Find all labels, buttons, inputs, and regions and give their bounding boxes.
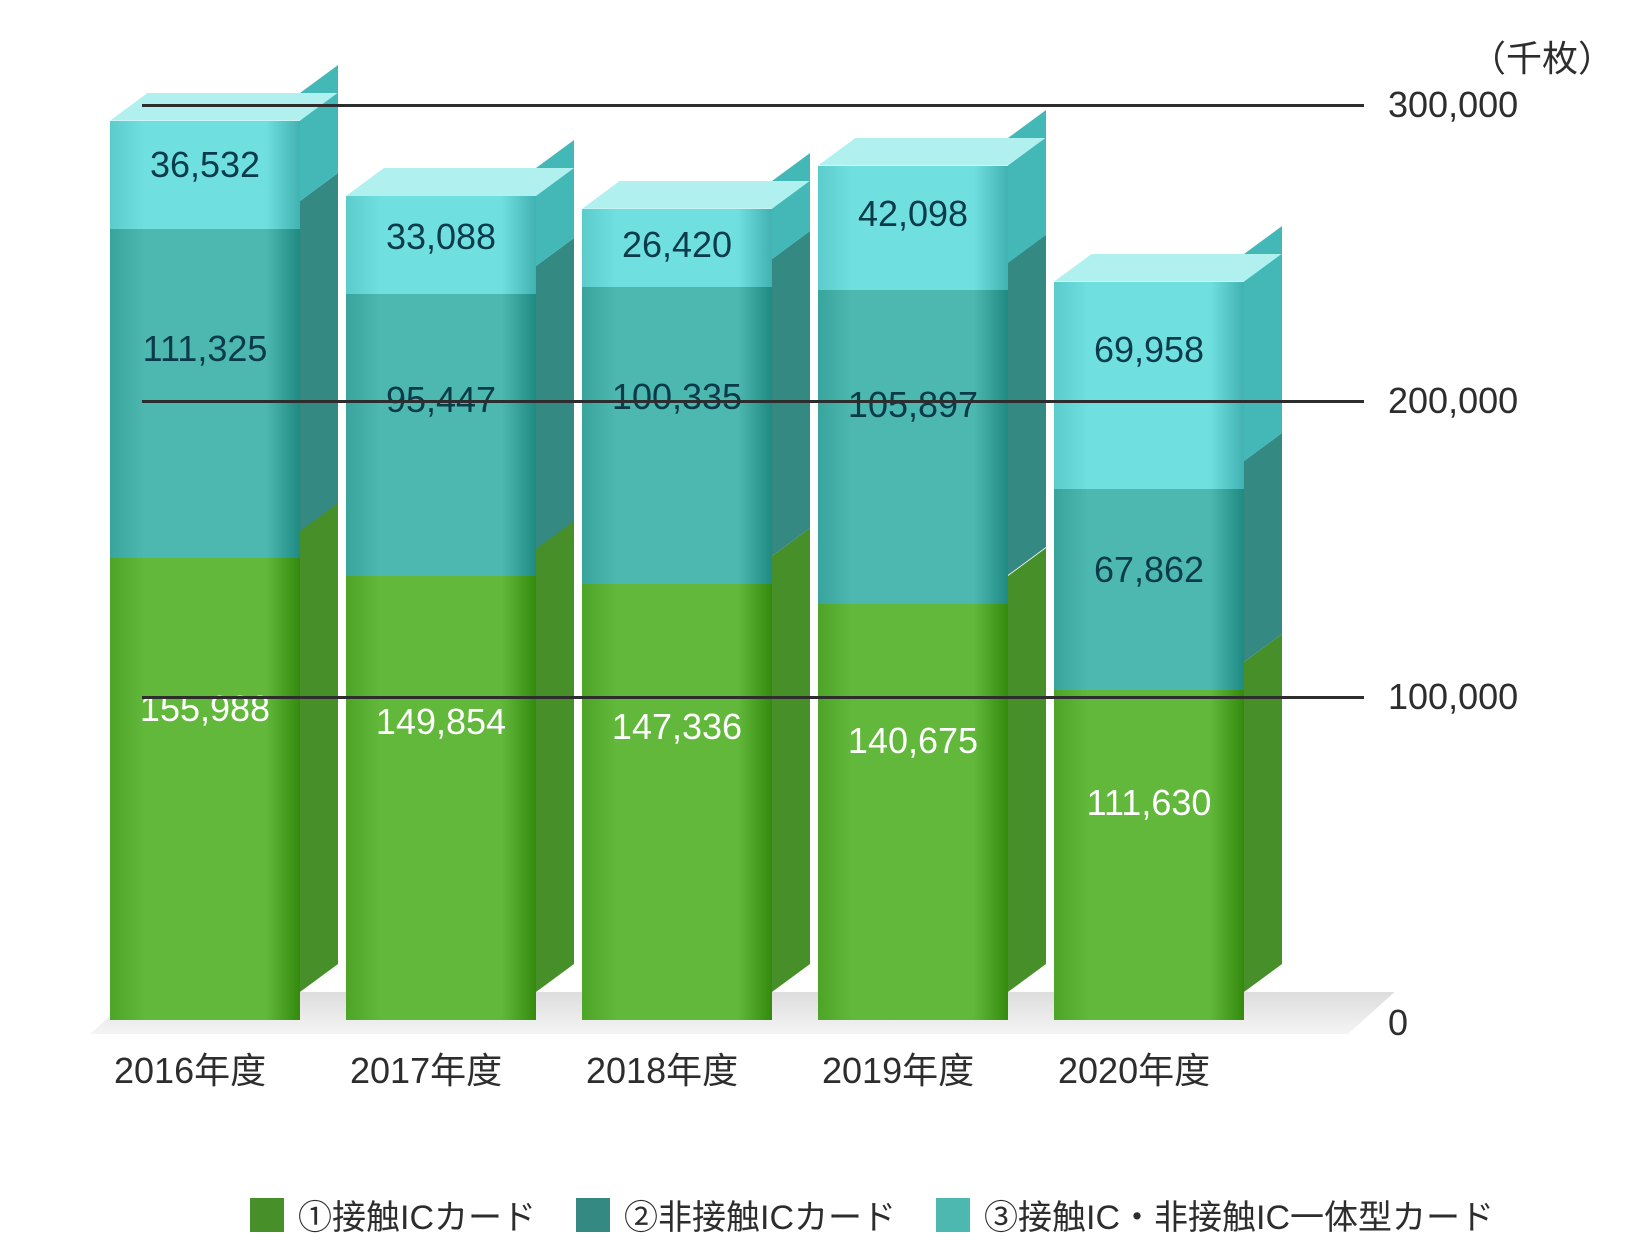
legend-swatch <box>250 1198 284 1232</box>
gridline-edge <box>1340 400 1364 403</box>
y-tick-label: 0 <box>1388 1002 1408 1044</box>
gridline <box>142 400 1342 403</box>
legend-item: ①接触ICカード <box>250 1190 536 1239</box>
bar-segment-value: 111,325 <box>143 328 268 370</box>
legend-label: ③接触IC・非接触IC一体型カード <box>984 1190 1494 1239</box>
x-category-label: 2017年度 <box>350 1042 502 1094</box>
bar-segment-front <box>818 604 1008 1020</box>
bar-segment-side <box>536 238 574 549</box>
bar-segment-side <box>772 231 810 556</box>
bar-segment-value: 100,335 <box>612 376 742 418</box>
bar-segment-value: 140,675 <box>848 720 978 762</box>
bar-segment-front <box>346 576 536 1020</box>
legend-item: ②非接触ICカード <box>576 1190 896 1239</box>
bar-segment-front <box>1054 690 1244 1020</box>
bar-segment-value: 149,854 <box>376 701 506 743</box>
gridline <box>142 104 1342 107</box>
y-tick-label: 300,000 <box>1388 84 1518 126</box>
bar-segment-front <box>818 290 1008 603</box>
bar-segment-top <box>582 181 810 209</box>
gridline <box>142 696 1342 699</box>
x-category-label: 2020年度 <box>1058 1042 1210 1094</box>
bar-segment-front <box>582 287 772 584</box>
bar-segment-side <box>1244 433 1282 662</box>
bar-segment-value: 36,532 <box>150 144 260 186</box>
bar-segment-front <box>110 229 300 559</box>
bar-segment-value: 155,988 <box>140 688 270 730</box>
bar-segment-top <box>818 138 1046 166</box>
x-category-label: 2018年度 <box>586 1042 738 1094</box>
legend-swatch <box>936 1198 970 1232</box>
gridline-edge <box>1340 696 1364 699</box>
y-tick-label: 100,000 <box>1388 676 1518 718</box>
bar-segment-side <box>772 528 810 992</box>
bar-segment-front <box>110 558 300 1020</box>
bar-segment-top <box>1054 254 1282 282</box>
bar-segment-front <box>346 294 536 577</box>
bar-segment-side <box>300 502 338 992</box>
bar-segment-value: 69,958 <box>1094 329 1204 371</box>
legend-label: ①接触ICカード <box>298 1190 536 1239</box>
legend-item: ③接触IC・非接触IC一体型カード <box>936 1190 1494 1239</box>
bar-segment-value: 111,630 <box>1087 782 1212 824</box>
bar-segment-side <box>536 520 574 992</box>
bar-segment-value: 67,862 <box>1094 549 1204 591</box>
gridline-edge <box>1340 104 1364 107</box>
bar-segment-side <box>1244 634 1282 992</box>
y-tick-label: 200,000 <box>1388 380 1518 422</box>
bar-segment-side <box>1008 548 1046 992</box>
bar-segment-value: 33,088 <box>386 216 496 258</box>
bar-segment-value: 26,420 <box>622 224 732 266</box>
bar-segment-value: 105,897 <box>848 384 978 426</box>
legend: ①接触ICカード ②非接触ICカード ③接触IC・非接触IC一体型カード <box>250 1190 1494 1239</box>
legend-swatch <box>576 1198 610 1232</box>
bar-segment-side <box>300 173 338 531</box>
x-category-label: 2019年度 <box>822 1042 974 1094</box>
bar-segment-value: 147,336 <box>612 706 742 748</box>
legend-label: ②非接触ICカード <box>624 1190 896 1239</box>
bar-segment-side <box>1008 234 1046 575</box>
chart-stage: （千枚） 155,988111,32536,532149,85495,44733… <box>0 0 1644 1258</box>
bar-segment-front <box>1054 282 1244 489</box>
bar-segment-front <box>582 584 772 1020</box>
x-category-label: 2016年度 <box>114 1042 266 1094</box>
bar-segment-value: 42,098 <box>858 193 968 235</box>
bar-segment-top <box>346 168 574 196</box>
